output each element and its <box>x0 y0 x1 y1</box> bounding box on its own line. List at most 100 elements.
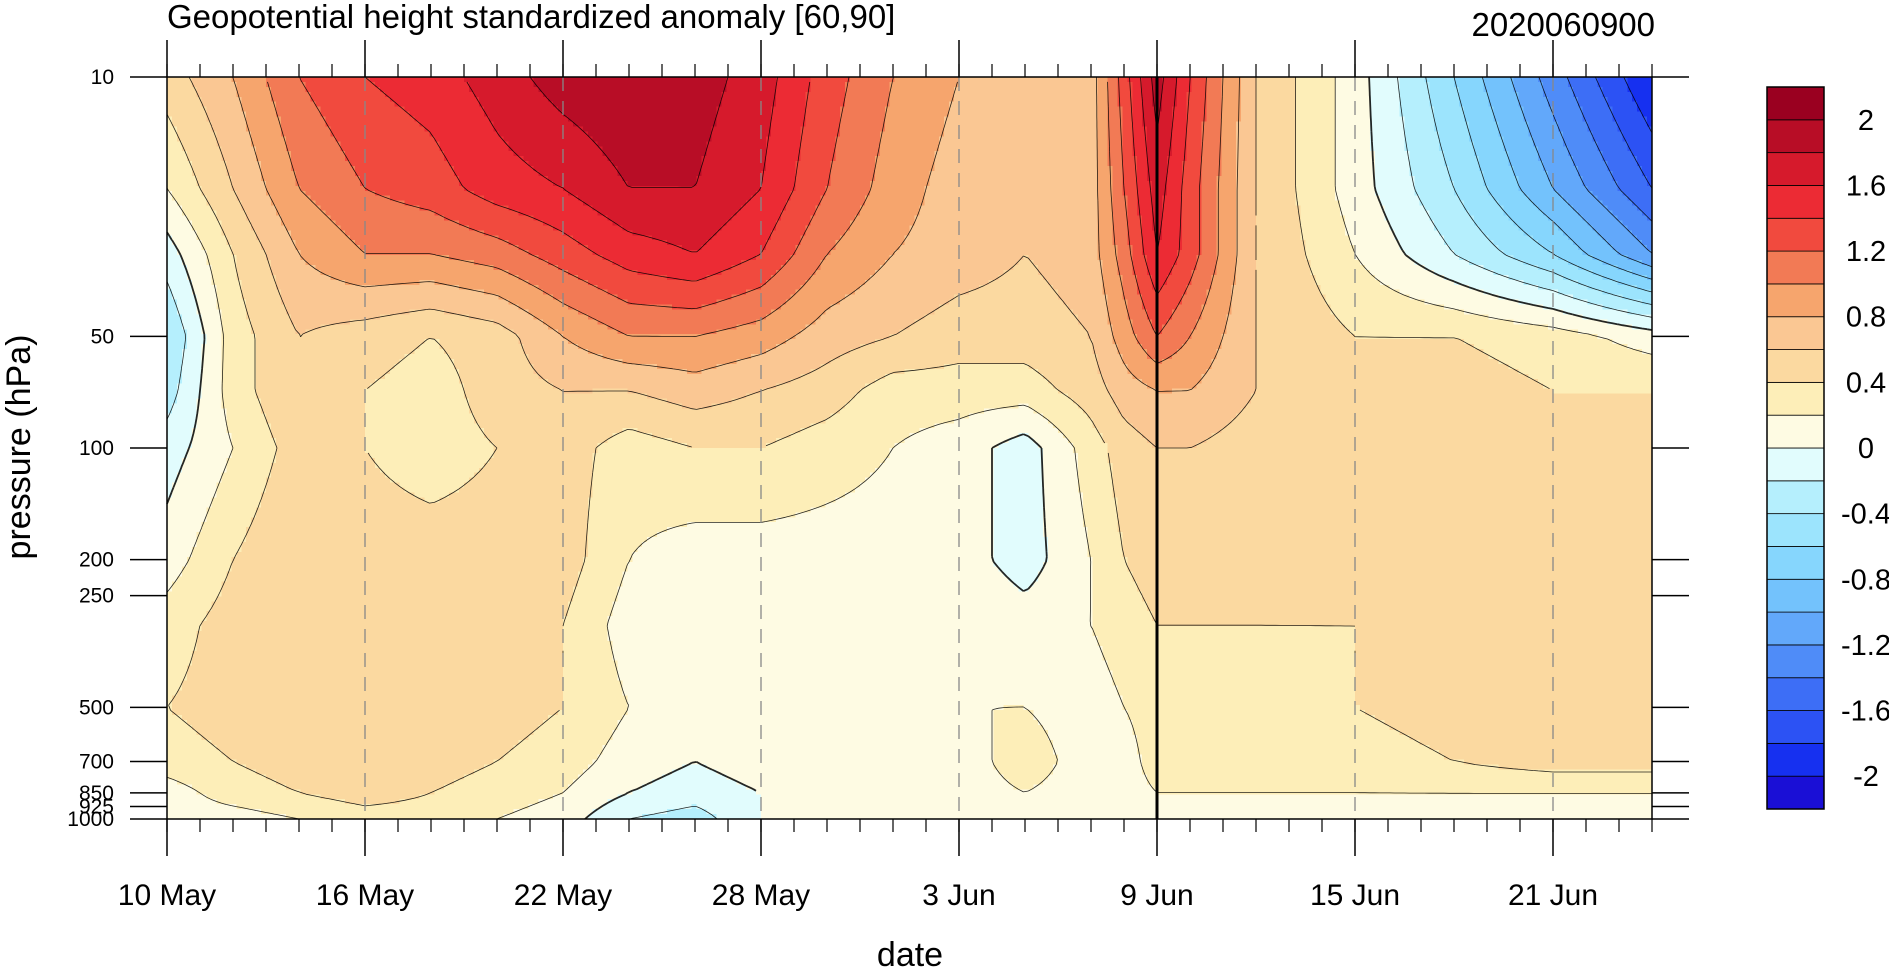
field-cell <box>1083 112 1089 118</box>
field-cell <box>830 107 836 113</box>
field-cell <box>1211 82 1217 88</box>
field-cell <box>1612 92 1618 98</box>
field-cell <box>1627 97 1633 103</box>
field-cell <box>434 107 440 113</box>
field-cell <box>815 97 821 103</box>
field-cell <box>400 97 406 103</box>
field-cell <box>1261 112 1267 118</box>
field-cell <box>494 122 500 128</box>
field-cell <box>434 97 440 103</box>
field-cell <box>454 102 460 108</box>
field-cell <box>1419 77 1425 83</box>
field-cell <box>751 87 757 93</box>
field-cell <box>578 107 584 113</box>
field-cell <box>1009 92 1015 98</box>
field-cell <box>271 112 277 118</box>
field-cell <box>1345 77 1351 83</box>
field-cell <box>1162 102 1168 108</box>
field-cell <box>652 92 658 98</box>
field-cell <box>192 112 198 118</box>
field-cell <box>1231 122 1237 128</box>
field-cell <box>1622 97 1628 103</box>
field-cell <box>905 77 911 83</box>
field-cell <box>593 82 599 88</box>
field-cell <box>464 97 470 103</box>
field-cell <box>281 112 287 118</box>
field-cell <box>910 112 916 118</box>
field-cell <box>1122 117 1128 123</box>
field-cell <box>1276 92 1282 98</box>
field-cell <box>474 117 480 123</box>
field-cell <box>251 102 257 108</box>
field-cell <box>286 87 292 93</box>
field-cell <box>1553 82 1559 88</box>
field-cell <box>949 77 955 83</box>
field-cell <box>880 87 886 93</box>
field-cell <box>642 82 648 88</box>
field-cell <box>1286 122 1292 128</box>
field-cell <box>781 122 787 128</box>
field-cell <box>1231 97 1237 103</box>
field-cell <box>395 92 401 98</box>
field-cell <box>1523 102 1529 108</box>
field-cell <box>905 102 911 108</box>
field-cell <box>1439 87 1445 93</box>
field-cell <box>306 112 312 118</box>
field-cell <box>1405 82 1411 88</box>
field-cell <box>281 82 287 88</box>
field-cell <box>1197 77 1203 83</box>
field-cell <box>1390 107 1396 113</box>
field-cell <box>231 107 237 113</box>
field-cell <box>815 87 821 93</box>
field-cell <box>1489 92 1495 98</box>
field-cell <box>855 92 861 98</box>
field-cell <box>1320 117 1326 123</box>
field-cell <box>672 117 678 123</box>
field-cell <box>459 122 465 128</box>
field-cell <box>1187 97 1193 103</box>
field-cell <box>875 102 881 108</box>
field-cell <box>647 87 653 93</box>
field-cell <box>811 102 817 108</box>
field-cell <box>989 92 995 98</box>
field-cell <box>474 82 480 88</box>
field-cell <box>1414 87 1420 93</box>
field-cell <box>1444 102 1450 108</box>
field-cell <box>1593 112 1599 118</box>
field-cell <box>1009 117 1015 123</box>
field-cell <box>1603 82 1609 88</box>
field-cell <box>1464 77 1470 83</box>
field-cell <box>246 92 252 98</box>
field-cell <box>712 87 718 93</box>
field-cell <box>583 112 589 118</box>
field-cell <box>969 107 975 113</box>
field-cell <box>1009 82 1015 88</box>
field-cell <box>1182 97 1188 103</box>
field-cell <box>484 117 490 123</box>
field-cell <box>1147 92 1153 98</box>
field-cell <box>1276 82 1282 88</box>
field-cell <box>494 112 500 118</box>
field-cell <box>573 112 579 118</box>
field-cell <box>291 107 297 113</box>
field-cell <box>622 102 628 108</box>
field-cell <box>296 87 302 93</box>
field-cell <box>1370 77 1376 83</box>
field-cell <box>702 92 708 98</box>
field-cell <box>726 92 732 98</box>
field-cell <box>999 92 1005 98</box>
field-cell <box>1568 112 1574 118</box>
field-cell <box>964 117 970 123</box>
field-cell <box>1197 97 1203 103</box>
field-cell <box>741 82 747 88</box>
field-cell <box>796 92 802 98</box>
field-cell <box>1073 107 1079 113</box>
field-cell <box>707 102 713 108</box>
field-cell <box>1063 87 1069 93</box>
field-cell <box>969 82 975 88</box>
field-cell <box>1068 82 1074 88</box>
field-cell <box>1241 92 1247 98</box>
field-cell <box>617 87 623 93</box>
field-cell <box>1409 112 1415 118</box>
field-cell <box>276 102 282 108</box>
